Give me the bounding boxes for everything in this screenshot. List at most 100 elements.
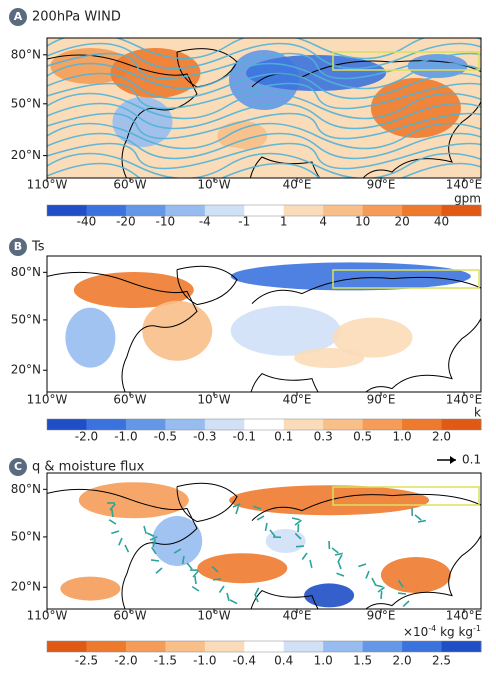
flux-arrow <box>337 554 343 563</box>
lon-tick-label: 10°W <box>197 393 230 407</box>
lat-tick-label: 80°N <box>11 482 41 496</box>
flux-arrow <box>402 600 410 607</box>
flux-arrow <box>118 537 123 546</box>
anomaly-area <box>230 305 341 356</box>
colorbar-label: -40 <box>77 215 97 229</box>
colorbar-segment <box>204 205 245 216</box>
flux-arrow <box>358 563 367 568</box>
colorbar-frame <box>46 418 482 431</box>
flux-arrow <box>294 519 302 526</box>
colorbar-segment <box>125 419 166 430</box>
map <box>47 256 481 392</box>
streamline <box>47 38 481 60</box>
colorbar-label: -1.0 <box>114 430 137 444</box>
colorbar-segment <box>283 641 324 652</box>
anomaly-area <box>294 348 365 368</box>
flux-arrow <box>269 529 276 537</box>
anomaly-area <box>370 78 461 138</box>
anomaly-area <box>217 121 268 151</box>
flux-arrow <box>191 585 200 592</box>
colorbar-label: 10 <box>355 215 370 229</box>
streamline <box>47 132 481 160</box>
colorbar-label: -4 <box>199 215 211 229</box>
anomaly-area <box>78 482 189 519</box>
colorbar-label: 0.1 <box>274 430 293 444</box>
flux-arrow <box>186 562 193 570</box>
lon-tick-label: 10°W <box>197 609 230 623</box>
colorbar-segment <box>441 205 482 216</box>
anomaly-area <box>380 557 451 593</box>
anomaly-area <box>197 553 288 584</box>
flux-arrow <box>194 575 197 585</box>
unit-part: kg kg <box>436 625 473 639</box>
colorbar-segment <box>86 419 127 430</box>
lon-tick-label: 90°E <box>367 393 396 407</box>
colorbar-segment <box>362 419 403 430</box>
colorbar-segment <box>86 641 127 652</box>
colorbar-segment <box>47 419 87 430</box>
flux-arrow <box>232 503 241 508</box>
flux-arrow <box>124 544 130 553</box>
lon-tick-label: 140°E <box>446 609 483 623</box>
colorbar-segment <box>362 205 403 216</box>
flux-arrow <box>149 535 158 541</box>
colorbar-segment <box>244 641 285 652</box>
flux-arrow <box>417 519 427 523</box>
colorbar-segment <box>165 419 206 430</box>
colorbar-unit: gpm <box>454 192 481 206</box>
colorbar-label: -0.5 <box>154 430 177 444</box>
streamline <box>47 122 481 150</box>
colorbar-label: -0.1 <box>233 430 256 444</box>
unit-part: -1 <box>473 624 481 633</box>
flux-arrow <box>297 523 300 533</box>
anomaly-area <box>112 97 173 147</box>
colorbar-label: -2.5 <box>75 654 98 668</box>
colorbar-label: 1.5 <box>353 654 372 668</box>
panel: B Ts 80°N 50°N 20°N 110°W 60°W 10°W 40°E 90°E 140°… <box>9 238 482 444</box>
colorbar-label: -2.0 <box>114 654 137 668</box>
streamline <box>47 142 481 170</box>
anomaly-area <box>304 583 355 608</box>
panel-letter: B <box>14 240 22 253</box>
panel-badge <box>9 238 27 256</box>
flux-arrow <box>110 508 114 518</box>
lon-tick-label: 10°W <box>197 178 230 192</box>
streamline <box>47 102 481 130</box>
flux-arrow <box>150 546 157 555</box>
lon-tick-label: 60°W <box>113 393 146 407</box>
panel-letter: C <box>14 460 22 473</box>
lon-tick-label: 40°E <box>283 178 312 192</box>
lat-tick-label: 50°N <box>11 529 41 543</box>
colorbar-segment <box>441 419 482 430</box>
lon-tick-label: 110°W <box>27 393 68 407</box>
anomaly-area <box>138 145 259 169</box>
streamline <box>47 52 481 80</box>
coastline <box>176 482 238 523</box>
panel-badge <box>9 8 27 26</box>
panel-letter: A <box>14 10 23 23</box>
coastline <box>176 48 238 88</box>
colorbar-segment <box>165 205 206 216</box>
colorbar-label: 2.0 <box>393 654 412 668</box>
lat-tick-label: 20°N <box>11 148 41 162</box>
unit-part: ×10 <box>403 625 428 639</box>
colorbar-segment <box>323 641 364 652</box>
flux-arrow <box>253 505 262 510</box>
flux-arrow <box>380 590 383 600</box>
colorbar-segment <box>323 419 364 430</box>
colorbar-label: 0.5 <box>353 430 372 444</box>
flux-arrow <box>150 559 160 562</box>
flux-arrow <box>397 592 407 595</box>
flux-arrow <box>192 570 199 578</box>
colorbar-label: 2.0 <box>432 430 451 444</box>
flux-arrow <box>397 579 404 588</box>
flux-arrow <box>371 577 377 586</box>
flux-arrow <box>254 587 260 596</box>
colorbar-segment <box>283 419 324 430</box>
flux-arrow <box>377 586 385 593</box>
colorbar-label: 1 <box>280 215 288 229</box>
lat-tick-label: 80°N <box>11 47 41 61</box>
colorbar-label: 0.3 <box>314 430 333 444</box>
